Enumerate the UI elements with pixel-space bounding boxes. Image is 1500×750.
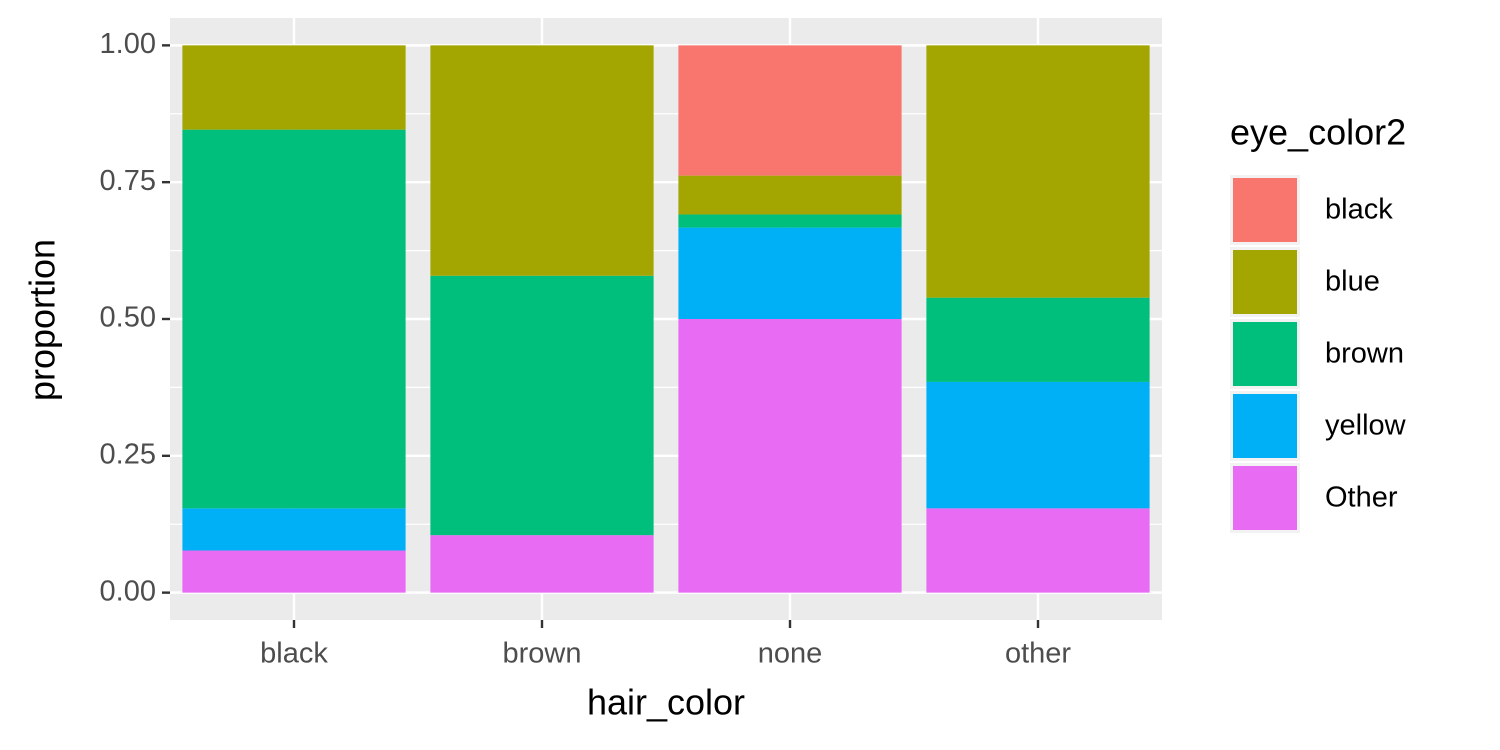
legend-label: blue xyxy=(1325,266,1380,298)
bar-segment xyxy=(926,297,1150,382)
legend-label: Other xyxy=(1325,482,1398,514)
bar-segment xyxy=(678,319,902,593)
legend-label: black xyxy=(1325,194,1393,226)
legend-key xyxy=(1233,466,1297,530)
y-tick-label: 0.75 xyxy=(100,165,156,197)
y-tick-label: 0.00 xyxy=(100,575,156,607)
x-tick-label: other xyxy=(1005,638,1071,670)
legend-key xyxy=(1233,178,1297,242)
bar-segment xyxy=(678,175,902,215)
bar-segment xyxy=(182,508,406,551)
x-tick-label: black xyxy=(260,638,328,670)
x-tick-label: none xyxy=(758,638,823,670)
bar-segment xyxy=(926,508,1150,593)
legend-label: brown xyxy=(1325,338,1404,370)
y-tick-label: 0.25 xyxy=(100,438,156,470)
bar-segment xyxy=(678,214,902,228)
legend-key xyxy=(1233,394,1297,458)
bar-segment xyxy=(182,550,406,593)
bar-segment xyxy=(926,381,1150,509)
legend-label: yellow xyxy=(1325,410,1407,442)
bar-segment xyxy=(182,45,406,130)
bar-segment xyxy=(926,45,1150,298)
y-tick-label: 0.50 xyxy=(100,302,156,334)
legend-title: eye_color2 xyxy=(1230,112,1406,153)
bar-segment xyxy=(678,227,902,319)
x-axis-title: hair_color xyxy=(587,682,745,723)
x-tick-label: brown xyxy=(503,638,582,670)
bar-segment xyxy=(678,45,902,176)
y-axis-title: proportion xyxy=(22,239,63,401)
bar-segment xyxy=(182,129,406,509)
legend-key xyxy=(1233,250,1297,314)
bar-segment xyxy=(430,275,654,536)
bar-segment xyxy=(430,45,654,276)
legend-key xyxy=(1233,322,1297,386)
y-tick-label: 1.00 xyxy=(100,28,156,60)
bar-segment xyxy=(430,535,654,593)
